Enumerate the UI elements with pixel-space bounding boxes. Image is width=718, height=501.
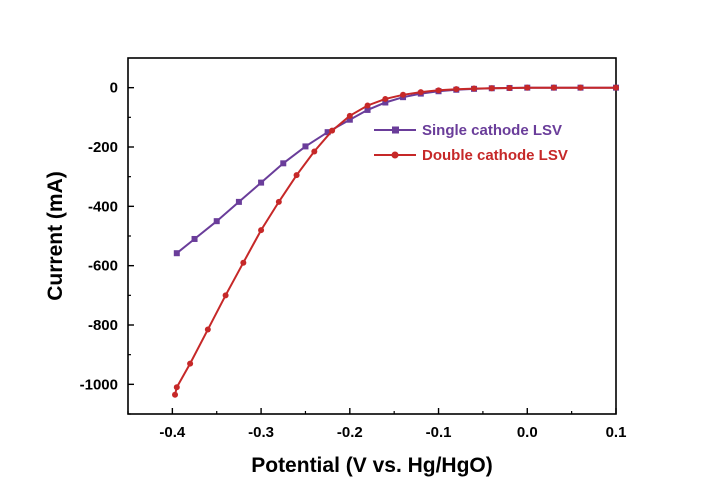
data-point-square: [346, 116, 353, 123]
data-point-circle: [435, 87, 442, 94]
x-tick-label: 0.1: [606, 424, 627, 441]
y-tick-label: 0: [110, 80, 118, 97]
data-point-circle: [240, 259, 247, 266]
data-point-circle: [613, 84, 619, 91]
data-point-circle: [172, 391, 179, 398]
data-point-circle: [506, 84, 513, 91]
data-point-square: [280, 160, 287, 167]
data-point-circle: [364, 102, 371, 109]
data-point-square: [364, 106, 371, 113]
data-point-circle: [488, 85, 495, 92]
data-point-circle: [382, 95, 389, 102]
data-point-circle: [222, 292, 229, 299]
data-point-circle: [293, 172, 300, 179]
legend-marker-circle: [391, 151, 399, 159]
data-point-circle: [187, 360, 194, 367]
legend-label: Double cathode LSV: [422, 147, 568, 164]
series-single-cathode: [173, 84, 619, 257]
legend-marker-square: [392, 126, 399, 134]
data-point-square: [324, 129, 331, 136]
data-point-circle: [275, 198, 282, 205]
data-point-circle: [173, 384, 180, 391]
x-tick-label: -0.4: [159, 424, 186, 441]
x-tick-label: -0.1: [426, 424, 452, 441]
x-tick-label: -0.2: [337, 424, 363, 441]
x-tick-label: 0.0: [517, 424, 538, 441]
data-point-circle: [311, 148, 318, 155]
data-point-circle: [258, 227, 265, 234]
data-point-circle: [417, 89, 424, 96]
series-layer: [172, 84, 619, 398]
data-point-square: [382, 99, 389, 106]
legend: Single cathode LSV Double cathode LSV: [374, 122, 568, 164]
series-double-cathode: [172, 84, 619, 398]
x-axis-title: Potential (V vs. Hg/HgO): [251, 454, 493, 477]
y-tick-label: -400: [88, 198, 118, 215]
data-point-circle: [550, 84, 557, 91]
data-point-square: [258, 179, 265, 186]
data-point-circle: [329, 127, 336, 134]
x-tick-label: -0.3: [248, 424, 274, 441]
data-point-circle: [400, 91, 407, 98]
x-axis-ticks: -0.4 -0.3 -0.2 -0.1 0.0 0.1: [127, 408, 627, 441]
data-point-circle: [346, 112, 353, 119]
y-tick-label: -200: [88, 139, 118, 156]
data-point-circle: [204, 326, 211, 333]
data-point-square: [213, 218, 220, 225]
series-line: [176, 86, 616, 254]
y-axis-ticks: 0 -200 -400 -600 -800 -1000: [80, 80, 134, 415]
y-axis-title: Current (mA): [44, 171, 67, 301]
plot-frame: [127, 57, 617, 415]
data-point-square: [191, 235, 198, 242]
data-point-circle: [577, 84, 584, 91]
y-tick-label: -1000: [80, 376, 118, 393]
data-point-square: [173, 250, 180, 257]
data-point-square: [302, 143, 309, 150]
data-point-circle: [453, 86, 460, 93]
data-point-circle: [524, 84, 531, 91]
legend-label: Single cathode LSV: [422, 122, 562, 139]
y-tick-label: -600: [88, 258, 118, 275]
data-point-square: [235, 198, 242, 205]
y-tick-label: -800: [88, 317, 118, 334]
plot-border: [127, 57, 617, 415]
data-point-circle: [471, 85, 478, 92]
